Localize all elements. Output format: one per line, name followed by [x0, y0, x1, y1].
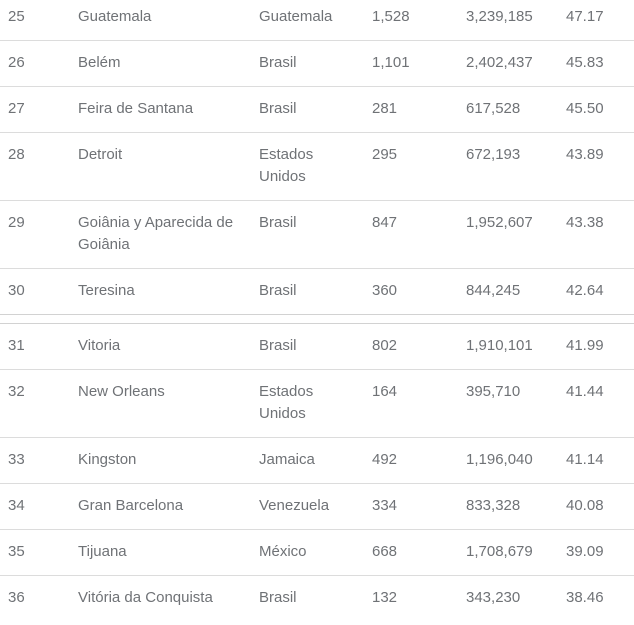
count-cell: 164 — [372, 383, 398, 400]
country-cell: Guatemala — [259, 8, 333, 25]
city-cell: Vitoria — [78, 337, 121, 354]
count-cell: 1,528 — [372, 8, 410, 25]
population-cell: 2,402,437 — [466, 54, 533, 71]
table-row: 29 Goiânia y Aparecida de Goiânia Brasil… — [0, 200, 634, 268]
count-cell: 295 — [372, 146, 398, 163]
rank-cell: 29 — [8, 214, 25, 231]
country-cell: Brasil — [259, 337, 297, 354]
city-cell: Tijuana — [78, 543, 127, 560]
population-cell: 343,230 — [466, 589, 521, 606]
count-cell: 802 — [372, 337, 398, 354]
table-row: 35 Tijuana México 668 1,708,679 39.09 — [0, 529, 634, 575]
population-cell: 1,196,040 — [466, 451, 533, 468]
city-cell: Kingston — [78, 451, 137, 468]
table-row: 26 Belém Brasil 1,101 2,402,437 45.83 — [0, 40, 634, 86]
table-row: 28 Detroit Estados Unidos 295 672,193 43… — [0, 132, 634, 200]
rank-cell: 36 — [8, 589, 25, 606]
city-cell: New Orleans — [78, 383, 165, 400]
table-row: 25 Guatemala Guatemala 1,528 3,239,185 4… — [0, 0, 634, 40]
count-cell: 132 — [372, 589, 398, 606]
rank-cell: 27 — [8, 100, 25, 117]
rate-cell: 45.50 — [566, 100, 604, 117]
table-row: 27 Feira de Santana Brasil 281 617,528 4… — [0, 86, 634, 132]
count-cell: 360 — [372, 282, 398, 299]
rate-cell: 43.89 — [566, 146, 604, 163]
rank-cell: 26 — [8, 54, 25, 71]
table-section-upper: 25 Guatemala Guatemala 1,528 3,239,185 4… — [0, 0, 634, 315]
country-cell: México — [259, 543, 307, 560]
count-cell: 847 — [372, 214, 398, 231]
rate-cell: 40.08 — [566, 497, 604, 514]
country-cell: Venezuela — [259, 497, 330, 514]
country-cell: Brasil — [259, 214, 297, 231]
rate-cell: 41.44 — [566, 383, 604, 400]
table-row: 32 New Orleans Estados Unidos 164 395,71… — [0, 369, 634, 437]
count-cell: 1,101 — [372, 54, 410, 71]
city-cell: Feira de Santana — [78, 100, 194, 117]
population-cell: 672,193 — [466, 146, 521, 163]
rank-cell: 28 — [8, 146, 25, 163]
population-cell: 617,528 — [466, 100, 521, 117]
rank-cell: 35 — [8, 543, 25, 560]
table-row: 34 Gran Barcelona Venezuela 334 833,328 … — [0, 483, 634, 529]
population-cell: 844,245 — [466, 282, 521, 299]
table-row: 36 Vitória da Conquista Brasil 132 343,2… — [0, 575, 634, 625]
rank-cell: 32 — [8, 383, 25, 400]
rank-cell: 33 — [8, 451, 25, 468]
rate-cell: 38.46 — [566, 589, 604, 606]
population-cell: 1,952,607 — [466, 214, 533, 231]
population-cell: 1,910,101 — [466, 337, 533, 354]
count-cell: 281 — [372, 100, 398, 117]
rate-cell: 43.38 — [566, 214, 604, 231]
rate-cell: 42.64 — [566, 282, 604, 299]
city-cell: Teresina — [78, 282, 135, 299]
population-cell: 395,710 — [466, 383, 521, 400]
table-section-lower: 31 Vitoria Brasil 802 1,910,101 41.99 32… — [0, 323, 634, 625]
country-cell: Brasil — [259, 100, 297, 117]
rank-cell: 30 — [8, 282, 25, 299]
rate-cell: 41.99 — [566, 337, 604, 354]
table-row: 31 Vitoria Brasil 802 1,910,101 41.99 — [0, 324, 634, 369]
city-cell: Guatemala — [78, 8, 152, 25]
country-cell: Brasil — [259, 589, 297, 606]
rank-cell: 34 — [8, 497, 25, 514]
country-cell: Brasil — [259, 54, 297, 71]
count-cell: 492 — [372, 451, 398, 468]
count-cell: 668 — [372, 543, 398, 560]
rate-cell: 41.14 — [566, 451, 604, 468]
city-cell: Gran Barcelona — [78, 497, 184, 514]
population-cell: 1,708,679 — [466, 543, 533, 560]
rank-cell: 31 — [8, 337, 25, 354]
table-row: 30 Teresina Brasil 360 844,245 42.64 — [0, 268, 634, 314]
country-cell: Estados Unidos — [259, 146, 314, 185]
rate-cell: 45.83 — [566, 54, 604, 71]
city-cell: Detroit — [78, 146, 123, 163]
country-cell: Brasil — [259, 282, 297, 299]
table-section-gap — [0, 315, 634, 323]
table-row: 33 Kingston Jamaica 492 1,196,040 41.14 — [0, 437, 634, 483]
rate-cell: 47.17 — [566, 8, 604, 25]
population-cell: 833,328 — [466, 497, 521, 514]
city-cell: Vitória da Conquista — [78, 589, 213, 606]
rank-cell: 25 — [8, 8, 25, 25]
count-cell: 334 — [372, 497, 398, 514]
country-cell: Jamaica — [259, 451, 315, 468]
country-cell: Estados Unidos — [259, 383, 314, 422]
city-cell: Goiânia y Aparecida de Goiânia — [78, 214, 234, 253]
population-cell: 3,239,185 — [466, 8, 533, 25]
city-cell: Belém — [78, 54, 121, 71]
rate-cell: 39.09 — [566, 543, 604, 560]
